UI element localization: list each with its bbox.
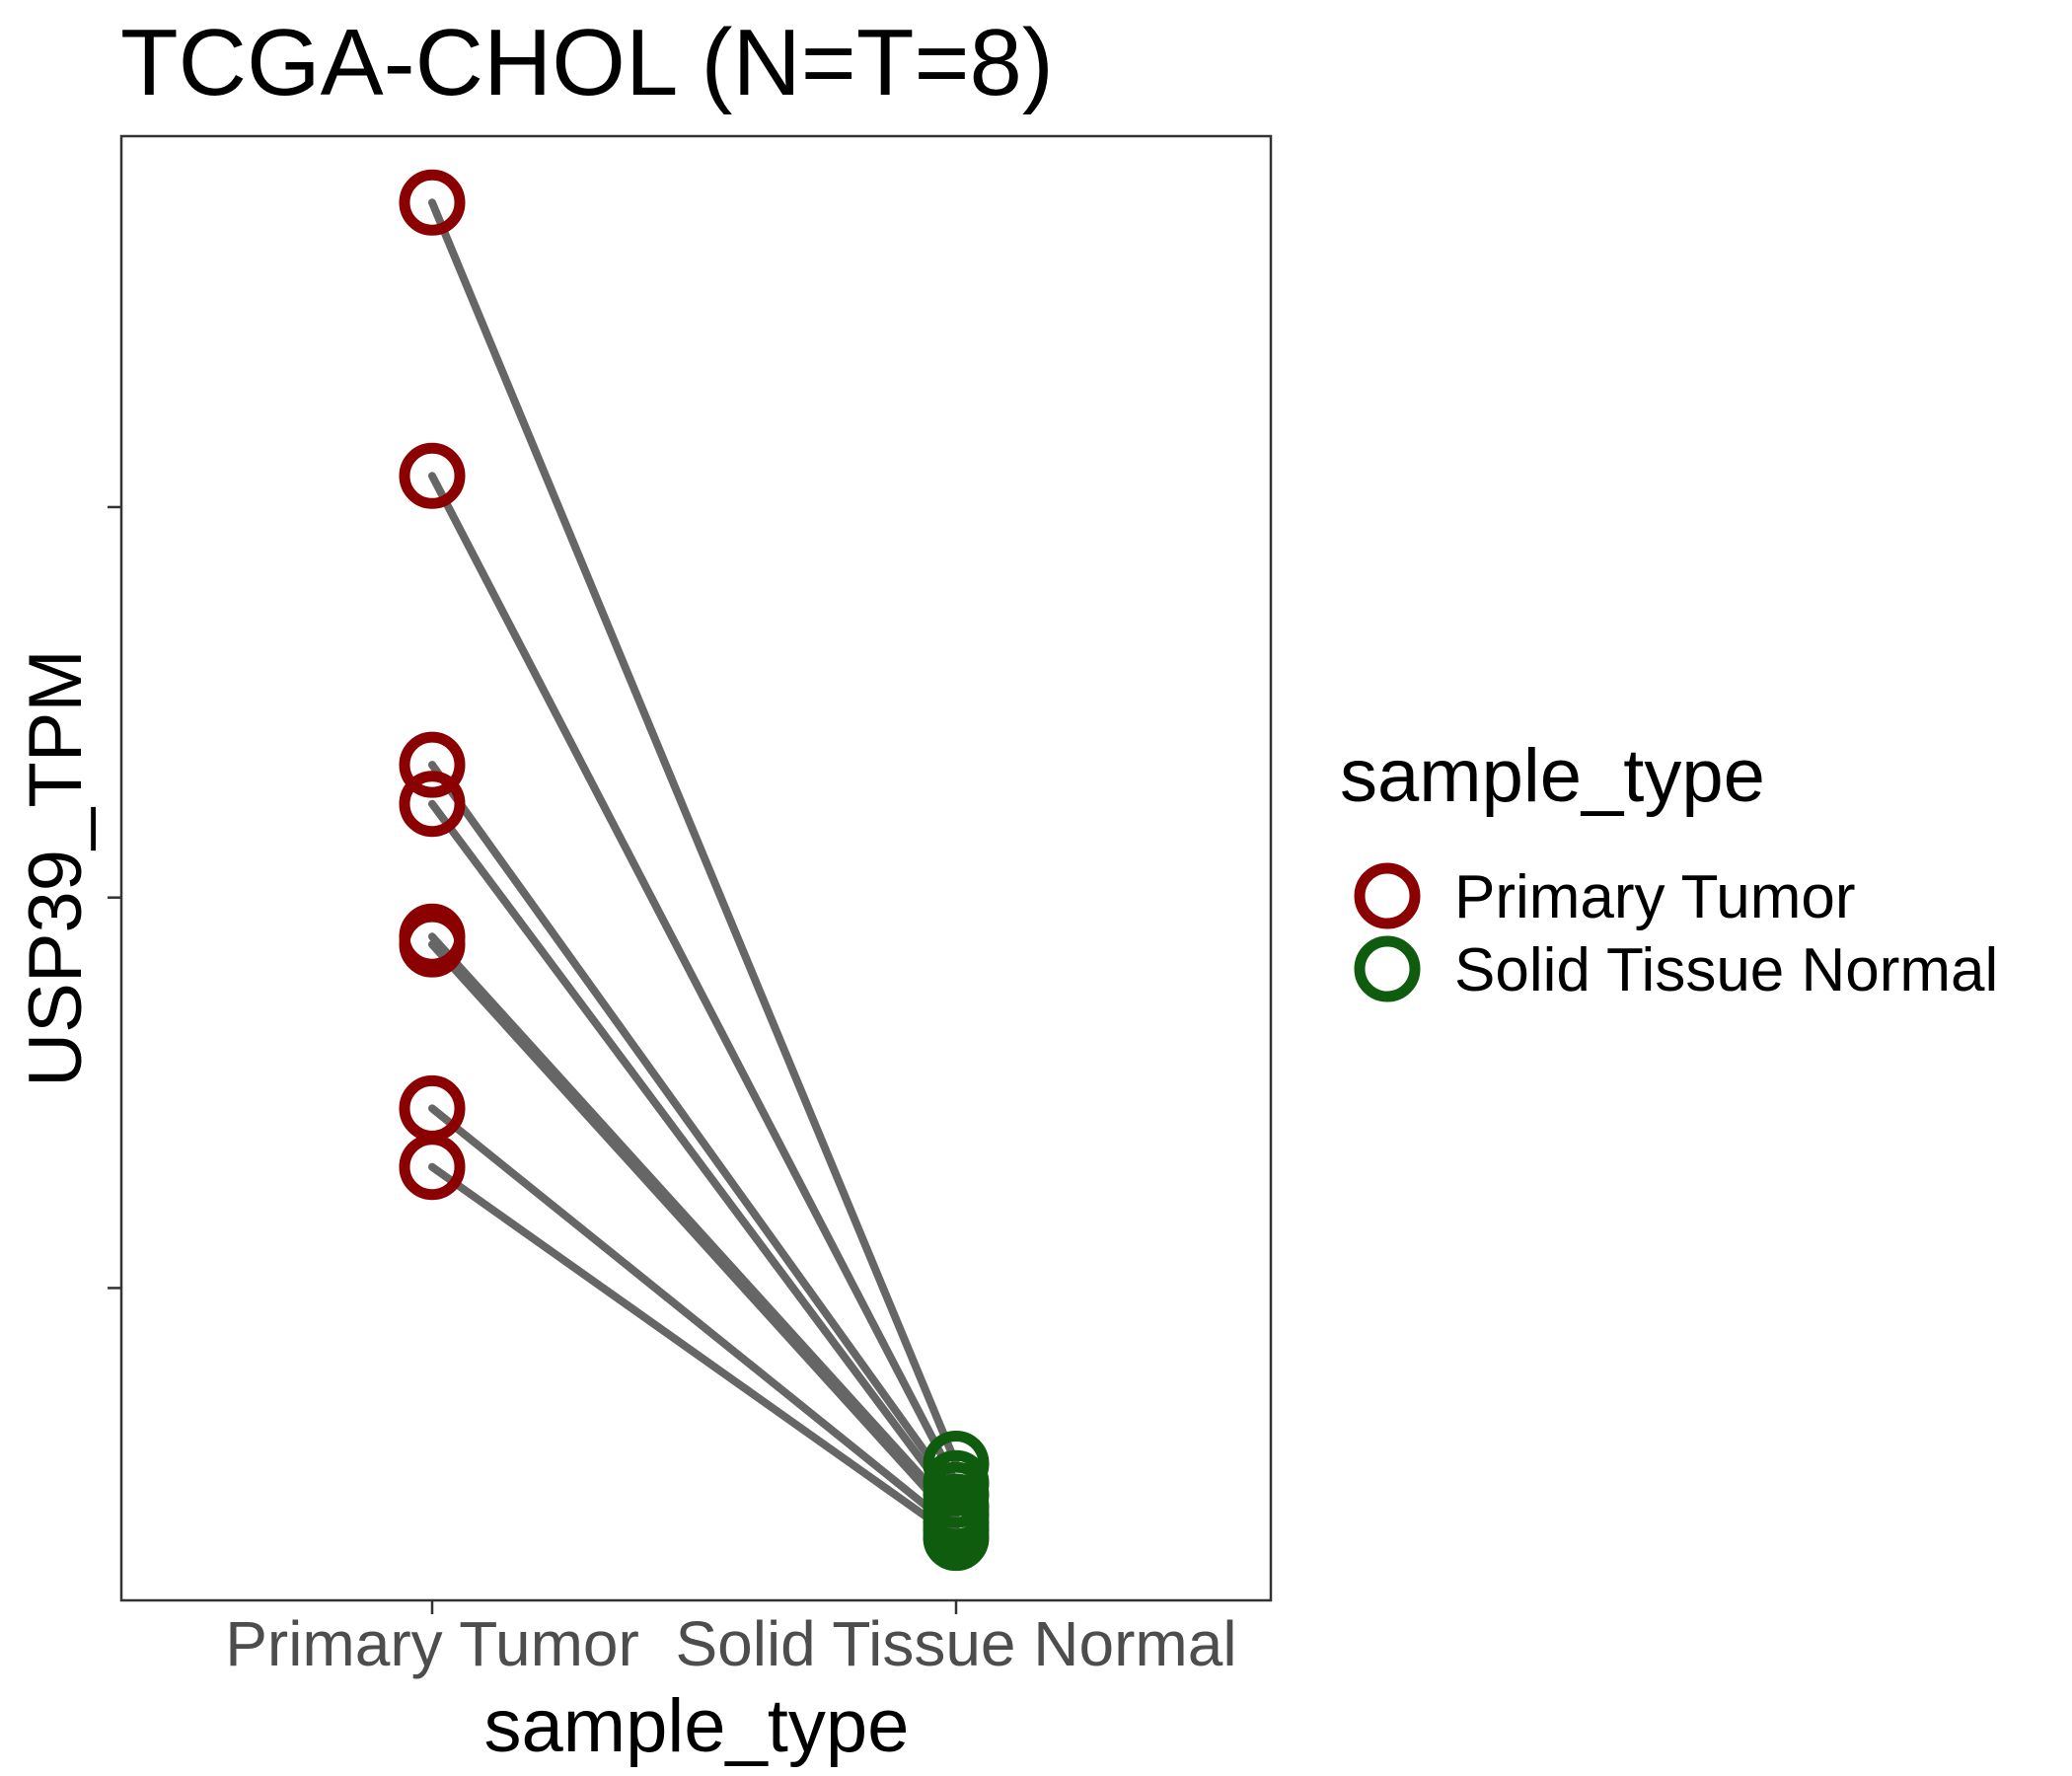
plot-panel [119,134,1273,1602]
point-tumor [399,169,466,236]
point-normal [923,1505,990,1572]
points [399,169,990,1572]
pair-line [428,932,960,1518]
point-tumor [399,442,466,509]
point-tumor [399,1134,466,1201]
legend-key [1354,935,1421,1002]
pair-line [428,1162,960,1542]
point-tumor [399,911,466,978]
y-axis-ticks [108,505,121,1290]
point-tumor [399,771,466,838]
pair-line [428,940,960,1526]
x-axis-tick-labels: Primary Tumor Solid Tissue Normal [225,1608,1236,1679]
legend-label: Primary Tumor [1454,863,1855,931]
x-tick-label: Primary Tumor [225,1608,639,1679]
x-axis-ticks [430,1600,958,1614]
x-tick-label: Solid Tissue Normal [675,1608,1236,1679]
pair-line [428,799,960,1512]
pair-line [428,472,960,1488]
pair-line [428,1104,960,1534]
y-axis-title: USP39_TPM [14,649,98,1087]
pair-lines [428,198,960,1542]
pair-line [428,761,960,1500]
pair-line [428,198,960,1468]
chart-title: TCGA-CHOL (N=T=8) [120,10,1054,115]
legend-key [1354,862,1421,929]
legend-title: sample_type [1340,734,1765,818]
point-tumor [399,731,466,798]
legend-label: Solid Tissue Normal [1454,936,1998,1004]
x-axis-title: sample_type [484,1684,910,1768]
